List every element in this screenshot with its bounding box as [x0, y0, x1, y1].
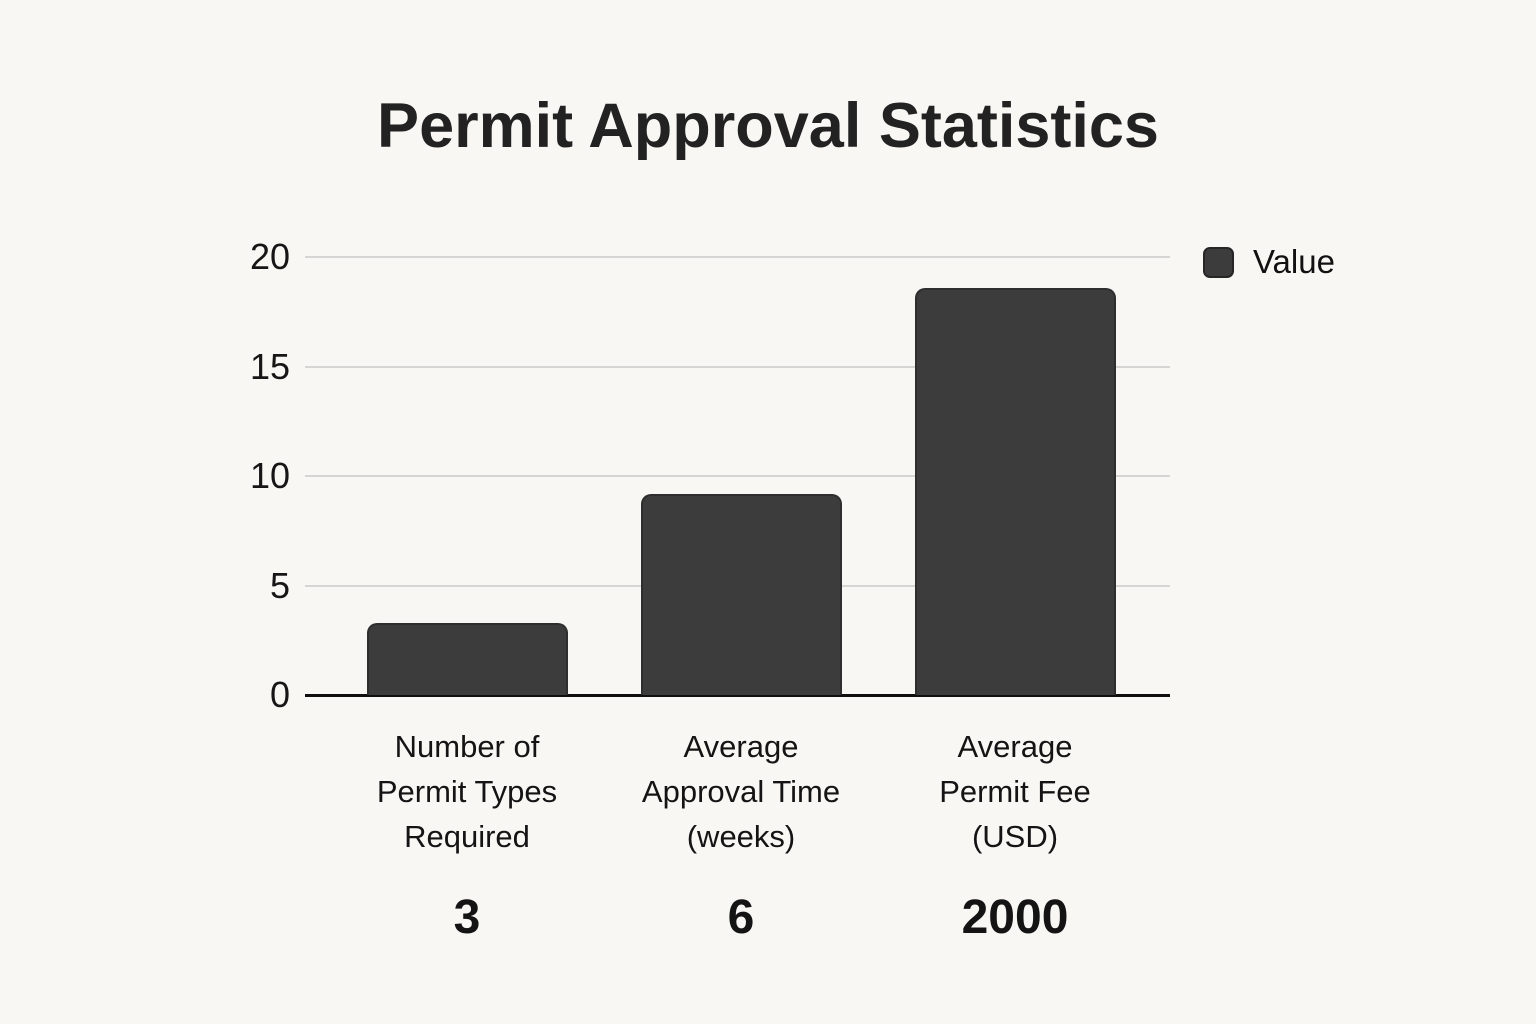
x-category-label-line: Permit Types — [376, 774, 558, 809]
legend-swatch-icon — [1203, 246, 1234, 278]
y-tick-label: 0 — [269, 674, 290, 715]
y-tick-label: 5 — [269, 564, 290, 606]
legend: Value — [1203, 243, 1335, 281]
y-tick-label: 10 — [249, 455, 290, 496]
gridline — [305, 365, 1170, 368]
x-category-label-line: Approval Time — [641, 774, 841, 809]
x-category-label: Number of Permit Types Required — [317, 724, 617, 859]
y-tick-label: 15 — [249, 345, 290, 387]
plot-area — [305, 256, 1170, 697]
gridline — [305, 475, 1170, 477]
x-category-label-line: Permit Fee — [939, 774, 1091, 809]
y-tick-label: 20 — [249, 236, 290, 277]
bar-3 — [914, 288, 1116, 695]
x-category-label: Average Permit Fee (USD) — [865, 724, 1165, 859]
x-axis-line — [305, 694, 1170, 697]
x-category-label-line: Average — [683, 729, 799, 764]
chart-title: Permit Approval Statistics — [377, 91, 1159, 161]
x-category-label-line: Number of — [394, 729, 540, 764]
bar-1 — [366, 623, 568, 695]
legend-label: Value — [1253, 243, 1335, 280]
value-label: 2000 — [961, 891, 1069, 944]
x-category-label-line: Required — [404, 819, 530, 854]
x-category-label-line: (USD) — [971, 819, 1059, 854]
value-label: 6 — [727, 891, 755, 944]
x-category-label-line: (weeks) — [686, 819, 796, 854]
x-category-label-line: Average — [957, 729, 1073, 764]
value-label: 3 — [453, 891, 481, 944]
x-category-label: Average Approval Time (weeks) — [591, 724, 891, 859]
gridline — [305, 256, 1170, 258]
bar-2 — [640, 494, 842, 695]
